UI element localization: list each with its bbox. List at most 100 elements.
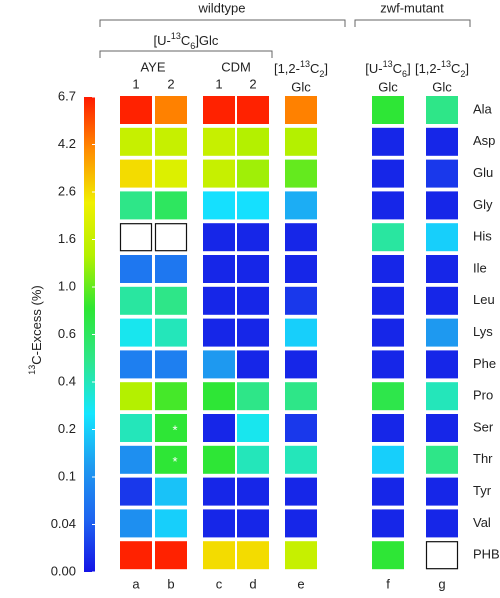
label-part: ]	[465, 61, 469, 76]
cell	[285, 223, 317, 252]
group-label: wildtype	[198, 0, 246, 15]
column-header: Glc	[291, 79, 311, 94]
column-label: d	[249, 576, 256, 591]
row-label: Gly	[473, 197, 493, 212]
column-label: f	[386, 576, 390, 591]
cell	[155, 350, 187, 379]
label-part: C	[310, 61, 319, 76]
cell	[203, 318, 235, 347]
replicate-label: 1	[132, 76, 139, 91]
label-part: 6	[402, 69, 407, 79]
label-part: ]	[324, 61, 328, 76]
colorbar-tick-label: 0.4	[58, 373, 76, 388]
cell	[203, 255, 235, 283]
cell	[285, 96, 317, 124]
group-label: zwf-mutant	[380, 0, 444, 15]
cell	[203, 96, 235, 124]
cell	[155, 96, 187, 124]
replicate-label: 1	[215, 76, 222, 91]
label-part: 2	[319, 69, 324, 79]
cell	[203, 477, 235, 506]
bracket	[99, 50, 273, 58]
empty-cell	[425, 541, 459, 570]
cell	[237, 477, 269, 506]
label-part: C	[393, 61, 402, 76]
column-header: [1,2-13C2]	[415, 59, 469, 79]
column-header: Glc	[378, 79, 398, 94]
cell	[237, 509, 269, 538]
cell	[203, 223, 235, 252]
cell	[203, 191, 235, 220]
label-part: [1,2-	[415, 61, 441, 76]
cell	[372, 318, 404, 347]
cell	[120, 477, 152, 506]
empty-cell	[119, 223, 153, 252]
label-part: 13	[300, 59, 310, 69]
cell	[372, 414, 404, 442]
replicate-label: 2	[167, 76, 174, 91]
cell	[426, 223, 458, 252]
column-label: c	[216, 576, 223, 591]
column-header: [U-13C6]	[365, 59, 410, 79]
cell-annotation: *	[172, 422, 177, 437]
label-part: ]	[407, 61, 411, 76]
cell	[237, 318, 269, 347]
cell	[237, 350, 269, 379]
cell	[285, 318, 317, 347]
label-part: [1,2-	[274, 61, 300, 76]
row-label: Tyr	[473, 483, 492, 498]
row-label: His	[473, 229, 492, 244]
cell	[237, 127, 269, 156]
cell	[155, 127, 187, 156]
cell	[372, 96, 404, 124]
cell	[203, 286, 235, 315]
cell	[426, 414, 458, 442]
cell	[426, 509, 458, 538]
cell	[155, 159, 187, 188]
colorbar-tick-label: 6.7	[58, 88, 76, 103]
row-label: Val	[473, 515, 491, 530]
cell	[285, 159, 317, 188]
cell	[120, 445, 152, 474]
cell	[285, 477, 317, 506]
cell	[372, 541, 404, 570]
cell	[426, 191, 458, 220]
column-label: a	[132, 576, 140, 591]
cell	[155, 509, 187, 538]
cell	[372, 350, 404, 379]
cell	[237, 96, 269, 124]
cell	[372, 223, 404, 252]
cell	[285, 414, 317, 442]
cell	[426, 159, 458, 188]
colorbar	[84, 97, 95, 572]
cell	[372, 445, 404, 474]
row-label: Pro	[473, 388, 493, 403]
label-part: 13	[171, 31, 181, 41]
colorbar-tick-label: 0.04	[51, 516, 76, 531]
cell	[426, 477, 458, 506]
row-label: Phe	[473, 356, 496, 371]
label-part: 13	[27, 365, 37, 375]
cell	[237, 414, 269, 442]
cell	[426, 286, 458, 315]
cell	[120, 350, 152, 379]
cell	[237, 541, 269, 570]
cell	[237, 159, 269, 188]
cell	[285, 541, 317, 570]
column-header: Glc	[432, 79, 452, 94]
cell	[285, 382, 317, 411]
cell	[120, 191, 152, 220]
cell	[426, 350, 458, 379]
cell	[155, 318, 187, 347]
cell	[237, 223, 269, 252]
cell	[372, 127, 404, 156]
cell	[203, 350, 235, 379]
cell-annotation: *	[172, 454, 177, 469]
cell	[203, 382, 235, 411]
cell	[426, 255, 458, 283]
cell	[203, 541, 235, 570]
label-part: ]Glc	[195, 33, 219, 48]
cell	[120, 318, 152, 347]
row-label: PHB	[473, 547, 500, 562]
